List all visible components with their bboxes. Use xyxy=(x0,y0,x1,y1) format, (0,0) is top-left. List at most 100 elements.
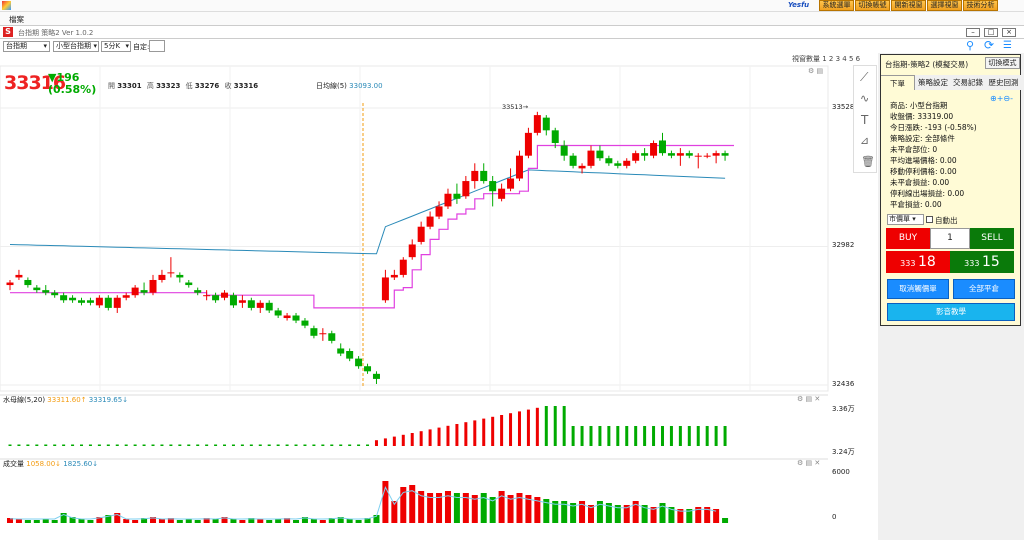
location-icon[interactable]: ⚲ xyxy=(966,39,975,52)
volume-bar xyxy=(132,520,139,523)
volume-value1: 1058.00↓ xyxy=(26,460,62,468)
volume-bar xyxy=(15,519,22,523)
main-settings-icon[interactable]: ⚙ ▤ xyxy=(808,67,824,75)
volume-bar xyxy=(24,520,31,523)
chart-canvas[interactable] xyxy=(0,53,878,540)
technical-analysis-button[interactable]: 技術分析 xyxy=(963,0,998,11)
restore-button[interactable]: □ xyxy=(984,28,998,37)
volume-bar xyxy=(650,507,657,523)
candle-body xyxy=(676,153,684,156)
indicator1-bar xyxy=(276,444,280,446)
indicator1-bar xyxy=(669,426,673,446)
indicator1-bar xyxy=(142,444,146,446)
candle-body xyxy=(337,348,345,354)
minimize-button[interactable]: – xyxy=(966,28,980,37)
indicator1-bar xyxy=(258,444,262,446)
indicator1-bar xyxy=(214,444,218,446)
volume-bar xyxy=(33,520,40,523)
volume-ma-line xyxy=(9,485,717,520)
cancel-trigger-button[interactable]: 取消觸價單 xyxy=(887,279,949,299)
menu-file[interactable]: 檔案 xyxy=(9,15,24,24)
switch-mode-button[interactable]: 切換模式 xyxy=(985,57,1020,69)
indicator1-bar xyxy=(249,444,253,446)
zoom-icons[interactable]: ⊕+⊖- xyxy=(990,94,1013,103)
switch-account-button[interactable]: 切換帳號 xyxy=(855,0,890,11)
close-button[interactable]: × xyxy=(1002,28,1016,37)
indicator1-bar xyxy=(491,416,495,446)
volume-settings-icon[interactable]: ⚙ ▤ ✕ xyxy=(797,459,821,467)
info-line: 策略設定: 全部條件 xyxy=(890,134,955,143)
new-window-button[interactable]: 開新視窗 xyxy=(891,0,926,11)
candle-body xyxy=(515,155,523,179)
indicator1-bar xyxy=(267,444,271,446)
order-type-select[interactable]: 市價單 ▾ xyxy=(887,214,924,225)
volume-bar xyxy=(69,517,76,523)
auto-exit-label: 自動出 xyxy=(935,216,958,225)
tab-order[interactable]: 下單 xyxy=(881,75,915,90)
buy-button[interactable]: BUY xyxy=(886,228,930,249)
quantity-input[interactable]: 1 xyxy=(930,228,970,249)
volume-bar xyxy=(570,503,577,523)
tab-backtest[interactable]: 歷史回測 xyxy=(985,75,1022,90)
window-count[interactable]: 視窗數量 1 2 3 4 5 6 xyxy=(792,55,861,63)
select-window-button[interactable]: 選擇視窗 xyxy=(927,0,962,11)
volume-bar xyxy=(722,518,729,523)
indicator1-bar xyxy=(607,426,611,446)
trash-icon[interactable]: 🗑 xyxy=(861,155,875,168)
candle-body xyxy=(95,297,103,306)
candle-body xyxy=(78,300,86,303)
tab-strategy[interactable]: 策略設定 xyxy=(915,75,951,90)
candle-body xyxy=(355,358,363,367)
candle-body xyxy=(596,150,604,159)
refresh-icon[interactable]: ⟳ xyxy=(984,38,995,52)
info-line: 未平倉損益: 0.00 xyxy=(890,178,950,187)
custom-input[interactable] xyxy=(149,40,165,52)
volume-bar xyxy=(364,518,371,523)
close-label: 收 xyxy=(224,82,232,90)
fan-tool-icon[interactable]: ⊿ xyxy=(860,134,870,147)
volume-bar xyxy=(677,509,684,523)
info-line: 商品: 小型台指期 xyxy=(890,101,948,110)
high-value: 33323 xyxy=(156,82,181,90)
text-tool-icon[interactable]: T xyxy=(861,113,869,127)
volume-bar xyxy=(150,517,157,523)
indicator1-bar xyxy=(124,444,128,446)
price-change-pct: (0.58%) xyxy=(48,83,97,96)
buy-price-button[interactable]: 333 18 xyxy=(886,251,950,273)
sell-button[interactable]: SELL xyxy=(970,228,1014,249)
indicator1-bar xyxy=(106,444,110,446)
indicator1-bar xyxy=(723,426,727,446)
volume-bar xyxy=(78,519,85,523)
candle-body xyxy=(658,140,666,154)
interval-select[interactable]: 5分K ▾ xyxy=(101,41,131,52)
auto-exit-checkbox[interactable] xyxy=(926,216,933,223)
system-menu-button[interactable]: 系統選單 xyxy=(819,0,854,11)
indicator1-bar xyxy=(223,444,227,446)
window-title-bar: S 台指期 策略2 Ver 1.0.2 – □ × xyxy=(0,26,1024,39)
volume-bar xyxy=(552,501,559,523)
indicator1-bar xyxy=(392,436,396,446)
sell-price-button[interactable]: 333 15 xyxy=(950,251,1014,273)
volume-title: 成交量 xyxy=(3,460,24,468)
indicator1-bar xyxy=(80,444,84,446)
volume-bar xyxy=(194,520,201,523)
video-tutorial-button[interactable]: 影音教學 xyxy=(887,303,1015,321)
indicator1-settings-icon[interactable]: ⚙ ▤ ✕ xyxy=(797,395,821,403)
volume-bar xyxy=(51,520,58,523)
tab-records[interactable]: 交易記錄 xyxy=(951,75,985,90)
candle-body xyxy=(632,153,640,161)
close-all-button[interactable]: 全部平倉 xyxy=(953,279,1015,299)
volume-bar xyxy=(525,495,532,523)
indicator1-bar xyxy=(643,426,647,446)
volume-bar xyxy=(659,503,666,523)
user-list-icon[interactable]: ☰ xyxy=(1003,40,1012,51)
candle-body xyxy=(158,274,166,280)
last-price: 33316 xyxy=(4,72,66,94)
trendline-tool-icon[interactable]: ⟋ xyxy=(860,70,869,84)
subproduct-select[interactable]: 小型台指期 ▾ xyxy=(53,41,99,52)
volume-bar xyxy=(239,520,246,523)
volume-bar xyxy=(373,515,380,523)
curve-tool-icon[interactable]: ∿ xyxy=(860,92,870,105)
peak-annotation: 33513→ xyxy=(502,103,529,111)
product-select[interactable]: 台指期 ▾ xyxy=(3,41,50,52)
